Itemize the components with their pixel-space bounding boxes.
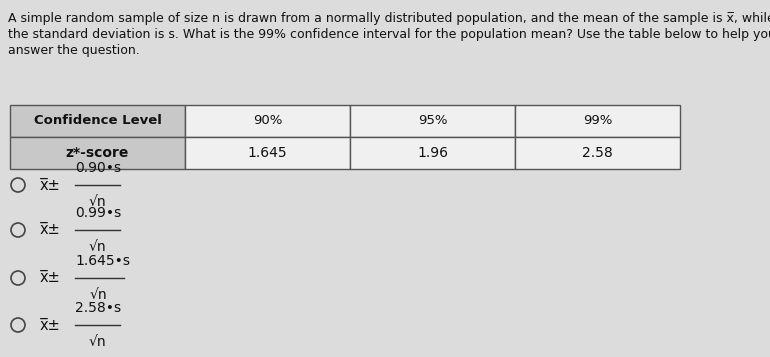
Bar bbox=[10, 137, 185, 169]
Text: x̅±: x̅± bbox=[40, 317, 61, 332]
Text: √n: √n bbox=[89, 240, 106, 254]
Text: 2.58: 2.58 bbox=[582, 146, 613, 160]
Text: answer the question.: answer the question. bbox=[8, 44, 139, 57]
Text: √n: √n bbox=[89, 288, 107, 302]
Text: 2.58•s: 2.58•s bbox=[75, 301, 121, 315]
Text: 0.90•s: 0.90•s bbox=[75, 161, 121, 175]
Bar bbox=[515, 105, 680, 137]
Text: x̅±: x̅± bbox=[40, 271, 61, 286]
Text: Confidence Level: Confidence Level bbox=[34, 115, 162, 127]
Text: z*-score: z*-score bbox=[65, 146, 129, 160]
Bar bbox=[185, 137, 350, 169]
Bar bbox=[185, 105, 350, 137]
Text: 99%: 99% bbox=[583, 115, 612, 127]
Text: x̅±: x̅± bbox=[40, 177, 61, 192]
Text: √n: √n bbox=[89, 195, 106, 209]
Text: 1.645•s: 1.645•s bbox=[75, 254, 130, 268]
Text: A simple random sample of size n is drawn from a normally distributed population: A simple random sample of size n is draw… bbox=[8, 12, 770, 25]
Text: the standard deviation is s. What is the 99% confidence interval for the populat: the standard deviation is s. What is the… bbox=[8, 28, 770, 41]
Bar bbox=[350, 105, 515, 137]
Bar bbox=[10, 105, 185, 137]
Bar bbox=[350, 137, 515, 169]
Text: x̅±: x̅± bbox=[40, 222, 61, 237]
Bar bbox=[515, 137, 680, 169]
Text: 1.96: 1.96 bbox=[417, 146, 448, 160]
Text: 90%: 90% bbox=[253, 115, 282, 127]
Text: 95%: 95% bbox=[418, 115, 447, 127]
Text: 1.645: 1.645 bbox=[248, 146, 287, 160]
Text: 0.99•s: 0.99•s bbox=[75, 206, 121, 220]
Text: √n: √n bbox=[89, 335, 106, 349]
